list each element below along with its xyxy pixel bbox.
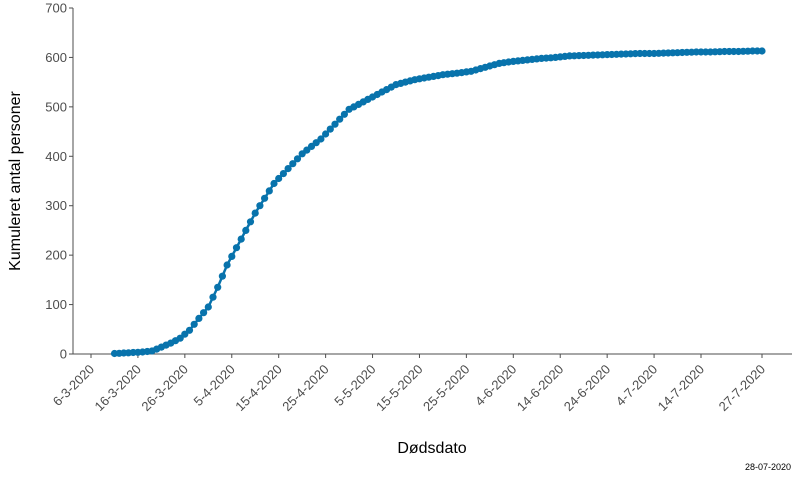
- y-tick-label: 400: [45, 149, 67, 164]
- date-stamp: 28-07-2020: [745, 462, 791, 472]
- data-point-interp: [293, 155, 302, 163]
- y-axis: 0 100 200 300 400 500 600 700: [45, 1, 74, 362]
- x-tick-label: 24-6-2020: [561, 362, 614, 415]
- x-tick-label: 6-3-2020: [50, 362, 97, 409]
- y-tick-label: 0: [60, 347, 67, 362]
- data-point-interp: [275, 174, 283, 183]
- data-point: [289, 160, 297, 168]
- data-point: [758, 47, 766, 55]
- x-tick-label: 14-6-2020: [514, 362, 567, 415]
- data-point: [232, 244, 241, 252]
- data-point: [214, 283, 222, 291]
- data-point: [270, 179, 278, 188]
- data-point: [261, 194, 269, 202]
- data-point: [336, 115, 344, 123]
- y-tick-label: 700: [45, 1, 67, 16]
- data-point-interp: [190, 320, 198, 328]
- x-axis-title: Dødsdato: [397, 440, 466, 457]
- y-tick-label: 200: [45, 248, 67, 263]
- data-point: [251, 209, 259, 217]
- x-tick-label: 27-7-2020: [716, 362, 769, 415]
- data-point: [223, 261, 231, 269]
- data-point-interp: [228, 252, 236, 260]
- data-point: [204, 303, 212, 311]
- data-point-interp: [209, 293, 217, 301]
- data-point-interp: [340, 110, 348, 118]
- y-tick-label: 500: [45, 99, 67, 114]
- data-point-interp: [218, 272, 226, 280]
- data-point-interp: [200, 309, 208, 317]
- x-tick-label: 15-5-2020: [373, 362, 426, 415]
- y-axis-title: Kumuleret antal personer: [7, 91, 24, 271]
- data-point: [185, 326, 194, 334]
- data-point-interp: [246, 218, 255, 226]
- data-point-interp: [331, 120, 339, 128]
- data-point-interp: [265, 187, 273, 195]
- x-tick-label: 15-4-2020: [232, 362, 285, 415]
- y-tick-label: 600: [45, 50, 67, 65]
- data-point: [317, 135, 325, 143]
- data-point-interp: [256, 202, 264, 210]
- x-tick-label: 14-7-2020: [655, 362, 708, 415]
- data-point: [326, 125, 334, 133]
- y-tick-label: 300: [45, 198, 67, 213]
- y-tick-label: 100: [45, 297, 67, 312]
- x-tick-label: 5-4-2020: [190, 362, 237, 409]
- x-tick-label: 26-3-2020: [138, 362, 191, 415]
- data-point-interp: [237, 235, 245, 243]
- x-tick-label: 4-6-2020: [472, 362, 519, 409]
- data-point: [242, 226, 250, 234]
- series-group: [110, 47, 766, 358]
- x-tick-label: 25-5-2020: [420, 362, 473, 415]
- x-tick-label: 16-3-2020: [92, 362, 145, 415]
- data-point-interp: [322, 130, 330, 138]
- x-tick-label: 5-5-2020: [331, 362, 378, 409]
- x-tick-label: 4-7-2020: [613, 362, 660, 409]
- x-tick-label: 25-4-2020: [279, 362, 332, 415]
- data-point: [279, 170, 287, 178]
- data-point-interp: [284, 165, 292, 173]
- data-point: [195, 314, 203, 322]
